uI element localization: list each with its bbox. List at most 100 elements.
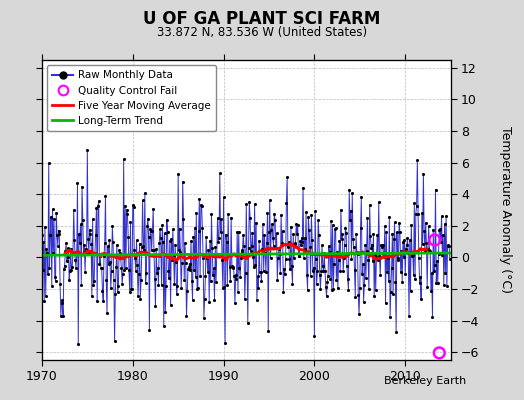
Point [438,213,446,220]
Point [150,276,159,282]
Point [376,272,385,279]
Point [358,271,366,277]
Point [169,252,178,258]
Point [409,272,418,278]
Point [203,255,211,261]
Point [281,271,289,277]
Point [435,226,443,233]
Point [51,274,59,280]
Point [190,267,198,274]
Point [434,251,443,258]
Point [401,271,409,278]
Point [397,269,405,275]
Point [184,264,193,270]
Point [215,170,224,176]
Point [367,245,375,252]
Point [94,203,102,210]
Point [75,231,83,237]
Point [247,243,256,249]
Point [334,285,342,291]
Point [312,256,320,262]
Point [252,219,260,226]
Point [299,184,307,191]
Point [130,246,138,253]
Point [266,255,275,262]
Point [63,254,72,261]
Point [80,242,89,248]
Point [260,232,269,238]
Point [337,206,345,213]
Point [117,264,126,271]
Point [148,228,157,234]
Point [281,256,290,262]
Point [404,250,412,256]
Point [200,314,208,321]
Point [199,255,208,262]
Point [348,190,356,197]
Point [196,202,205,208]
Point [147,228,155,234]
Point [92,205,101,211]
Point [419,170,428,177]
Point [345,187,353,193]
Point [358,261,367,268]
Point [375,199,383,205]
Point [324,272,332,279]
Point [326,276,334,282]
Point [273,277,281,284]
Point [193,286,201,292]
Point [302,209,310,216]
Point [178,260,186,266]
Point [445,243,453,249]
Point [228,264,237,271]
Point [266,197,274,203]
Point [140,247,148,253]
Point [120,266,128,273]
Point [253,297,261,303]
Point [283,174,291,180]
Point [70,237,79,244]
Point [123,207,131,213]
Point [152,246,160,252]
Point [263,210,271,216]
Point [427,288,435,294]
Point [254,273,262,280]
Point [129,204,138,210]
Point [368,258,377,264]
Point [439,232,447,238]
Point [52,210,60,217]
Point [276,270,285,276]
Point [229,264,237,270]
Point [287,224,295,230]
Point [309,268,317,274]
Point [310,264,318,271]
Point [438,252,446,258]
Point [150,246,158,253]
Point [209,272,217,278]
Point [321,268,329,274]
Point [56,281,64,288]
Point [241,296,249,302]
Point [399,238,407,245]
Point [304,214,312,220]
Point [374,257,382,263]
Point [340,255,348,261]
Point [237,248,246,255]
Point [224,210,232,217]
Point [285,256,293,262]
Point [48,283,56,289]
Point [201,296,209,302]
Point [93,298,101,304]
Point [276,251,284,258]
Point [414,254,423,261]
Point [233,228,242,235]
Point [204,246,213,253]
Point [133,237,141,244]
Point [77,221,85,227]
Point [371,252,379,258]
Point [242,270,250,277]
Point [103,310,111,316]
Point [135,271,143,277]
Point [225,252,233,258]
Point [157,282,166,288]
